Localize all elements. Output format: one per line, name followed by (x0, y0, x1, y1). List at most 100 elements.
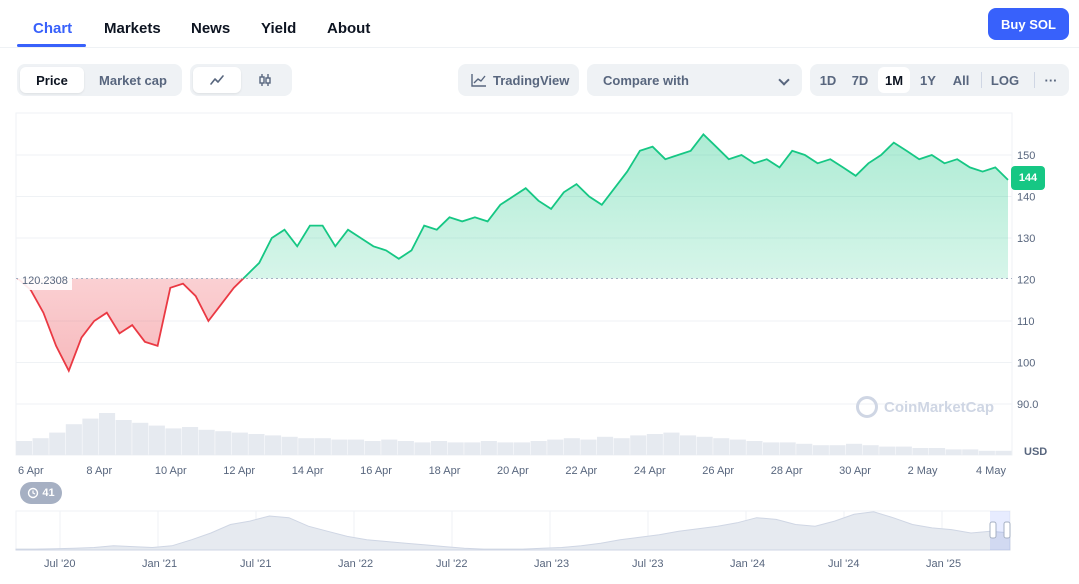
chart-type-toggle (190, 64, 292, 96)
volume-bar (431, 441, 448, 455)
area-fill-above (18, 134, 1008, 279)
range-1d-button[interactable]: 1D (819, 72, 837, 88)
volume-bar (331, 439, 348, 455)
volume-bar (514, 442, 531, 455)
x-tick-label: 18 Apr (429, 465, 461, 477)
range-7d-button[interactable]: 7D (851, 72, 869, 88)
candlestick-icon (259, 74, 271, 86)
y-axis-ticks: 150 140 130 120 110 100 90.0 (1017, 150, 1038, 411)
volume-bar (265, 435, 282, 455)
tab-yield[interactable]: Yield (261, 20, 297, 37)
y-tick-label: 150 (1017, 150, 1035, 162)
volume-bar (165, 428, 182, 455)
tab-news[interactable]: News (191, 20, 231, 37)
history-icon (28, 487, 39, 499)
navigator-label: Jan '22 (338, 558, 373, 570)
navigator-label: Jul '20 (44, 558, 75, 570)
current-price-tag: 144 (1011, 166, 1045, 190)
range-selector: 1D 7D 1M 1Y All LOG ··· (810, 64, 1069, 96)
volume-bar (895, 446, 912, 455)
y-tick-label: 120 (1017, 275, 1035, 287)
volume-bar (680, 435, 697, 455)
volume-bar (497, 442, 514, 455)
volume-bar (231, 432, 248, 455)
volume-bar (812, 445, 829, 455)
candlestick-button[interactable] (241, 67, 289, 93)
volume-bar (829, 445, 846, 455)
volume-bar (65, 424, 82, 455)
volume-bar (115, 420, 132, 455)
x-tick-label: 22 Apr (565, 465, 597, 477)
events-count: 41 (42, 487, 55, 499)
x-tick-label: 16 Apr (360, 465, 392, 477)
volume-bar (248, 434, 265, 455)
volume-bar (978, 450, 995, 455)
volume-bar (298, 438, 315, 455)
market-cap-button[interactable]: Market cap (99, 72, 167, 88)
range-all-button[interactable]: All (952, 72, 970, 88)
volume-bar (480, 441, 497, 455)
x-tick-label: 14 Apr (292, 465, 324, 477)
tradingview-icon (471, 74, 486, 87)
area-fill-below (18, 278, 244, 371)
baseline-price-label: 120.2308 (18, 272, 72, 290)
more-options-button[interactable]: ··· (1044, 72, 1058, 88)
volume-bar (696, 436, 713, 455)
volume-bar (148, 425, 165, 455)
line-chart-button[interactable] (193, 67, 241, 93)
navigator-handle[interactable] (1003, 521, 1011, 539)
tradingview-label: TradingView (493, 72, 570, 88)
volume-bar (630, 435, 647, 455)
volume-bar (397, 441, 414, 455)
x-tick-label: 6 Apr (18, 465, 44, 477)
volume-bar (314, 438, 331, 455)
volume-bar (82, 418, 99, 455)
volume-bar (49, 432, 66, 455)
volume-bar (663, 432, 680, 455)
range-divider (981, 72, 982, 88)
metric-toggle: Price Market cap (17, 64, 182, 96)
navigator-area (15, 511, 1011, 551)
volume-bar (779, 442, 796, 455)
navigator-label: Jan '25 (926, 558, 961, 570)
volume-bar (464, 442, 481, 455)
x-tick-label: 28 Apr (771, 465, 803, 477)
compare-with-placeholder: Compare with (603, 72, 689, 88)
price-button[interactable]: Price (20, 67, 84, 93)
tab-about[interactable]: About (327, 20, 371, 37)
volume-bar (414, 442, 431, 455)
log-scale-button[interactable]: LOG (990, 72, 1020, 88)
navigator-label: Jul '22 (436, 558, 467, 570)
volume-bar (945, 449, 962, 455)
tab-chart[interactable]: Chart (33, 20, 73, 37)
volume-bar (381, 439, 398, 455)
coinmarketcap-watermark: CoinMarketCap (856, 396, 994, 418)
volume-bar (547, 439, 564, 455)
active-tab-indicator (17, 44, 86, 47)
tab-markets[interactable]: Markets (104, 20, 161, 37)
navigator-selection (990, 511, 1010, 550)
events-badge[interactable]: 41 (20, 482, 62, 504)
navigator-label: Jan '21 (142, 558, 177, 570)
tradingview-button[interactable]: TradingView (458, 64, 579, 96)
price-area (16, 132, 1012, 374)
range-1y-button[interactable]: 1Y (920, 72, 936, 88)
volume-bar (846, 443, 863, 455)
volume-bars (16, 413, 1012, 455)
x-tick-label: 10 Apr (155, 465, 187, 477)
volume-bar (713, 438, 730, 455)
range-1m-button[interactable]: 1M (878, 67, 910, 93)
volume-bar (646, 434, 663, 455)
volume-bar (530, 441, 547, 455)
volume-bar (796, 443, 813, 455)
navigator-handle[interactable] (989, 521, 997, 539)
buy-sol-button[interactable]: Buy SOL (988, 8, 1069, 40)
volume-bar (99, 413, 116, 455)
volume-bar (32, 438, 49, 455)
price-line-down (17, 278, 245, 374)
volume-bar (613, 438, 630, 455)
y-tick-label: 140 (1017, 192, 1035, 204)
volume-bar (215, 431, 232, 455)
compare-with-select[interactable]: Compare with (587, 64, 802, 96)
